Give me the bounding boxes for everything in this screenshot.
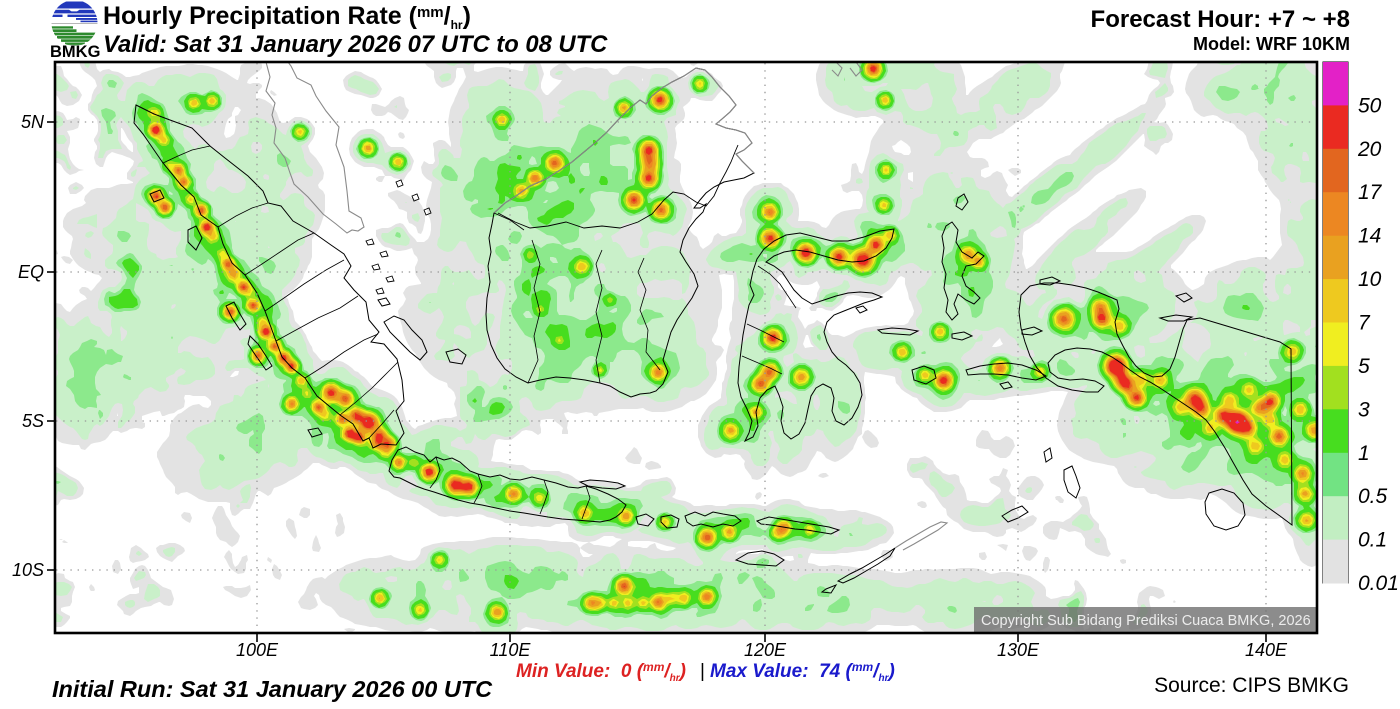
svg-text:0.1: 0.1 [1358,529,1387,552]
svg-text:5S: 5S [22,411,44,431]
svg-text:Model: WRF 10KM: Model: WRF 10KM [1193,34,1350,54]
svg-text:140E: 140E [1245,640,1288,660]
svg-text:7: 7 [1358,312,1371,335]
svg-text:10S: 10S [12,560,44,580]
svg-text:50: 50 [1358,94,1382,117]
svg-text:|: | [700,661,705,682]
svg-text:5N: 5N [21,112,45,132]
svg-text:Valid: Sat 31 January 2026 07: Valid: Sat 31 January 2026 07 UTC to 08 … [103,31,608,58]
svg-text:120E: 120E [744,640,787,660]
svg-text:10: 10 [1358,268,1382,291]
svg-text:Forecast Hour: +7 ~ +8: Forecast Hour: +7 ~ +8 [1091,6,1350,33]
svg-text:3: 3 [1358,398,1370,421]
svg-text:0.5: 0.5 [1358,485,1388,508]
svg-text:17: 17 [1358,181,1383,204]
svg-text:130E: 130E [997,640,1040,660]
svg-text:110E: 110E [490,640,532,660]
svg-text:5: 5 [1358,355,1370,378]
svg-text:20: 20 [1357,138,1382,161]
svg-text:EQ: EQ [18,262,44,282]
svg-text:Source: CIPS BMKG: Source: CIPS BMKG [1154,674,1349,697]
svg-text:100E: 100E [236,640,279,660]
svg-text:Initial Run: Sat 31 January 20: Initial Run: Sat 31 January 2026 00 UTC [52,676,493,702]
svg-text:14: 14 [1358,225,1381,248]
svg-text:1: 1 [1358,442,1370,465]
svg-text:Hourly Precipitation Rate (mm/: Hourly Precipitation Rate (mm/hr) [103,2,471,32]
svg-text:BMKG: BMKG [50,43,100,61]
svg-text:0.01: 0.01 [1358,572,1399,595]
svg-text:Copyright Sub Bidang Prediksi: Copyright Sub Bidang Prediksi Cuaca BMKG… [981,613,1311,629]
